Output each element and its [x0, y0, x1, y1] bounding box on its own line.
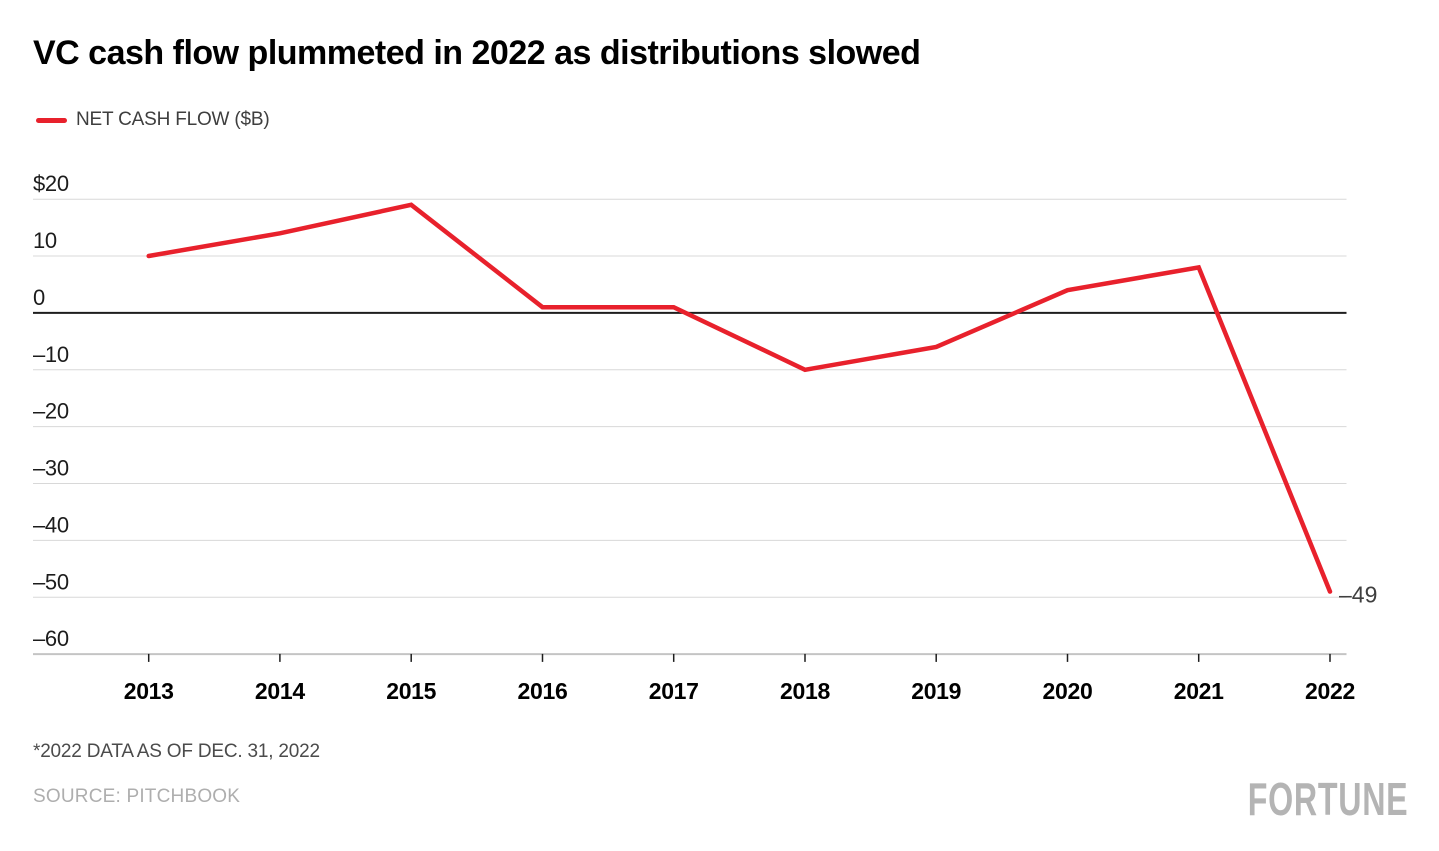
x-axis-year-label: 2018	[780, 678, 830, 704]
x-axis-year-label: 2017	[649, 678, 699, 704]
y-axis-tick-label: –60	[33, 626, 69, 651]
x-axis-year-label: 2019	[911, 678, 961, 704]
legend-label: NET CASH FLOW ($B)	[76, 109, 270, 130]
x-axis-year-label: 2021	[1174, 678, 1224, 704]
fortune-logo: FORTUNE	[1247, 773, 1408, 825]
x-axis-year-label: 2015	[386, 678, 436, 704]
y-axis-tick-label: $20	[33, 171, 69, 196]
x-axis-year-label: 2016	[518, 678, 568, 704]
y-axis-tick-label: 10	[33, 228, 57, 253]
y-axis-tick-label: –30	[33, 456, 69, 481]
x-axis-year-label: 2014	[255, 678, 305, 704]
y-axis-tick-label: –50	[33, 569, 69, 594]
net-cash-flow-line-chart: $20 10 0 –10 –20 –30 –40 –50 –60 2013 2014 2015 2016…	[33, 171, 1377, 704]
legend: NET CASH FLOW ($B)	[36, 108, 270, 132]
y-axis-tick-label: 0	[33, 285, 45, 310]
x-axis-year-label: 2022	[1305, 678, 1355, 704]
x-axis-year-label: 2013	[124, 678, 174, 704]
last-value-annotation: –49	[1339, 582, 1377, 608]
net-cash-flow-line	[146, 202, 1333, 594]
source-credit: SOURCE: PITCHBOOK	[33, 786, 241, 807]
y-axis-tick-label: –40	[33, 512, 69, 537]
footnote: *2022 DATA AS OF DEC. 31, 2022	[33, 741, 320, 762]
chart-title: VC cash flow plummeted in 2022 as distri…	[33, 34, 921, 72]
y-axis-tick-label: –20	[33, 399, 69, 424]
x-axis-year-label: 2020	[1043, 678, 1093, 704]
legend-line-swatch	[36, 117, 67, 123]
y-axis-tick-label: –10	[33, 342, 69, 367]
